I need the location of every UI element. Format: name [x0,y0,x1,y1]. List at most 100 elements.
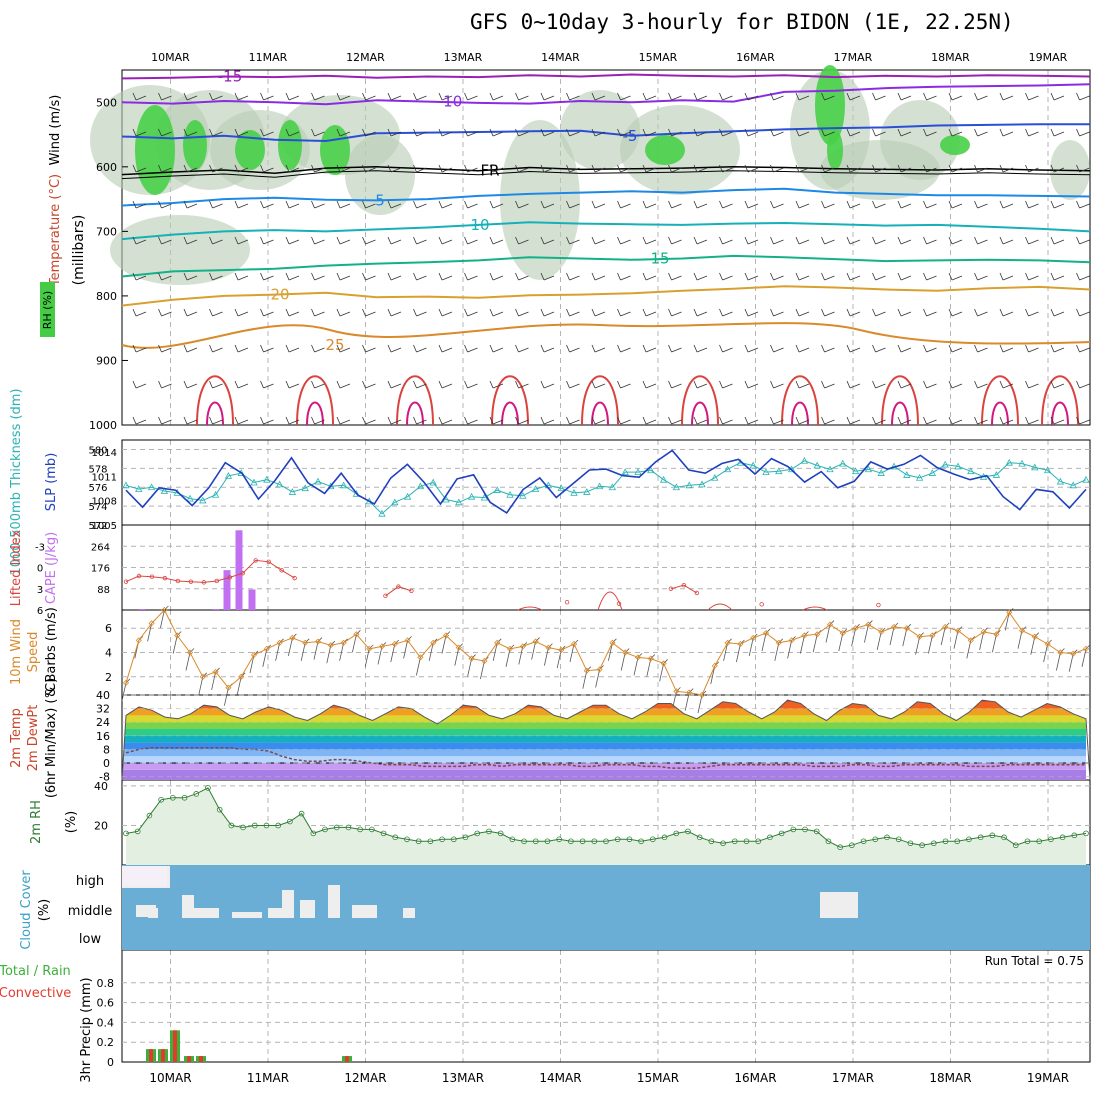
y-tick-wind: 2 [105,671,112,684]
wind-barb [132,164,147,173]
wind-barb [795,272,810,281]
wind-barb [974,92,988,101]
wind-barb [591,308,606,317]
wind10m-point [929,632,936,639]
wind-barb [132,308,147,317]
y-tick-thickness: 578 [88,464,107,475]
contour-label: -5 [623,127,638,145]
contour-label: 25 [325,336,344,354]
wind-barb [744,92,759,101]
wind-barb [362,92,376,101]
wind-barb [183,344,198,353]
rh-shade [110,215,250,285]
wind10m-barb [211,667,220,691]
wind10m-barb [377,642,387,665]
temp-line [121,699,1091,781]
wind-barb [260,236,274,245]
thickness-point [659,475,668,483]
wind-barb [234,308,249,317]
cloud-level-label: middle [68,904,112,919]
temp-band [122,756,1086,763]
contour-label: -10 [438,93,463,111]
wind-barb [642,200,657,209]
wind-barb [999,236,1014,245]
y-tick-precip: 0.4 [97,1016,115,1029]
wind-barb [1025,308,1039,317]
wind-barb [974,128,988,137]
temperature-contour-30 [296,375,334,426]
wind-barb [540,308,555,317]
wind-barb [642,236,657,245]
wind-barb [311,200,325,209]
wind-barb [413,128,427,137]
wind10m-point [122,679,130,686]
wind-barb [413,200,427,209]
wind-barb [311,308,325,317]
wind-barb [821,272,835,281]
wind-barb [1076,128,1090,137]
date-label-top: 12MAR [346,51,385,64]
wind10m-point [289,634,296,641]
wind10m-point [404,637,411,644]
wind-barb [872,128,886,137]
wind10m-point [532,638,539,645]
wind-barb [923,380,937,389]
wind-barb [1076,272,1090,281]
thickness-point [314,477,322,485]
wind-barb [770,308,784,317]
y-tick-thickness: 574 [88,502,107,513]
temp-band [122,769,1086,780]
wind-barb [234,92,249,101]
run-total-label: Run Total = 0.75 [985,954,1084,968]
thickness-point [903,471,911,478]
rh-high-shade [827,130,843,170]
wind-barb [566,128,580,137]
thickness-point [403,492,412,500]
date-label-top: 11MAR [249,51,288,64]
temperature-contour [121,73,1091,80]
wind10m-point [826,621,834,628]
wind-barb [413,272,427,281]
temperature-contour-35 [691,401,709,426]
wind-barb [719,380,733,389]
wind-barb [260,344,274,353]
wind-barb [923,128,937,137]
wind-barb [132,128,147,137]
wind-barb [158,380,172,389]
wind-barb [948,344,963,353]
wind-barb [642,128,657,137]
date-label-top: 14MAR [541,51,580,64]
wind-barb [897,92,912,101]
y-tick-upper: 1000 [89,419,117,432]
wind-barb [158,164,172,173]
wind-barb [591,236,606,245]
wind-barb [1076,200,1090,209]
wind-barb [719,272,733,281]
thickness-point [429,478,437,486]
contour-label: 15 [650,249,669,267]
wind-barb [132,236,147,245]
wind-barb [744,416,759,425]
wind-barb [464,380,478,389]
wind-barb [489,236,504,245]
wind-barb [566,236,580,245]
wind-barb [617,308,631,317]
cloud-block [403,908,415,918]
wind-barb [489,92,504,101]
wind10m-barb [966,636,976,659]
wind-barb [719,92,733,101]
date-label-top: 19MAR [1029,51,1068,64]
wind-barb [209,344,223,353]
wind-barb [362,308,376,317]
wind-barb [642,272,657,281]
wind-barb [795,308,810,317]
temperature-contour-30 [881,375,919,426]
date-label-bottom: 12MAR [344,1071,386,1085]
wind-barb [413,236,427,245]
wind10m-barb [825,620,835,643]
wind10m-barb [761,628,771,652]
wind-barb [387,416,402,425]
wind-barb [846,128,861,137]
wind-barb [158,200,172,209]
